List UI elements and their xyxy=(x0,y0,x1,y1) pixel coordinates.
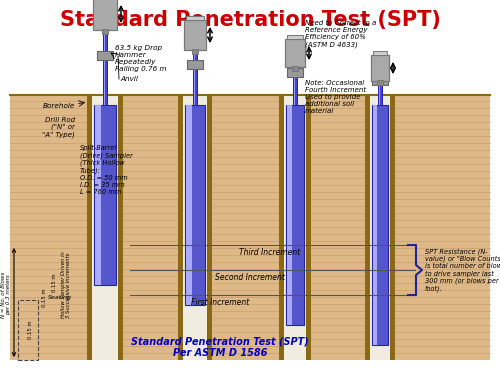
Bar xyxy=(184,20,206,50)
Bar xyxy=(103,60,107,105)
Bar xyxy=(10,95,490,360)
Bar xyxy=(194,69,195,105)
Bar xyxy=(185,105,205,305)
Bar xyxy=(378,85,380,105)
Text: Need to Correct to a
Reference Energy
Efficiency of 60%
(ASTM D 4633): Need to Correct to a Reference Energy Ef… xyxy=(305,20,376,48)
Bar xyxy=(284,95,306,360)
Text: Drill Rod
("N" or
"A" Type): Drill Rod ("N" or "A" Type) xyxy=(42,117,75,138)
Bar xyxy=(306,95,311,360)
Bar xyxy=(194,50,195,60)
Bar xyxy=(95,105,101,285)
Text: 0.15 m: 0.15 m xyxy=(42,288,46,307)
Bar xyxy=(187,60,203,69)
Bar xyxy=(372,76,388,85)
Bar xyxy=(373,51,387,55)
Text: 0.15 m: 0.15 m xyxy=(52,273,57,292)
Bar xyxy=(104,60,105,105)
Bar xyxy=(370,95,390,360)
Bar xyxy=(93,0,117,30)
Text: Borehole: Borehole xyxy=(42,103,75,109)
Bar xyxy=(186,16,204,20)
Bar xyxy=(207,95,212,360)
Bar xyxy=(97,51,113,60)
Text: Hollow Sampler Driven in
3 Successive Increments: Hollow Sampler Driven in 3 Successive In… xyxy=(60,252,72,318)
Bar xyxy=(285,39,305,67)
Text: First Increment: First Increment xyxy=(191,298,249,307)
Text: 63.5 kg Drop
Hammer
Repeatedly
Falling 0.76 m: 63.5 kg Drop Hammer Repeatedly Falling 0… xyxy=(115,45,166,72)
Text: Second Increment: Second Increment xyxy=(215,273,285,282)
Text: Anvil: Anvil xyxy=(120,76,138,82)
Bar xyxy=(377,80,383,85)
Text: Standard Penetration Test (SPT)
Per ASTM D 1586: Standard Penetration Test (SPT) Per ASTM… xyxy=(131,336,309,358)
Bar xyxy=(118,95,123,360)
Bar xyxy=(294,77,295,105)
Bar xyxy=(183,95,207,360)
Bar xyxy=(287,35,303,39)
Bar xyxy=(292,66,298,71)
Bar xyxy=(92,95,118,360)
Text: N = No. of Blows
per 0.3 meters: N = No. of Blows per 0.3 meters xyxy=(0,272,12,318)
Text: Seating: Seating xyxy=(48,294,72,300)
Bar xyxy=(193,50,197,60)
Bar xyxy=(378,76,380,81)
Bar xyxy=(293,67,297,68)
Text: Note: Occasional
Fourth Increment
Used to provide
additional soil
material: Note: Occasional Fourth Increment Used t… xyxy=(305,80,366,114)
Bar xyxy=(378,76,382,81)
Bar xyxy=(102,29,108,34)
Bar xyxy=(390,95,395,360)
Text: SPT Resistance (N-
value) or "Blow Counts"
is total number of blows
to drive sam: SPT Resistance (N- value) or "Blow Count… xyxy=(425,248,500,292)
Bar xyxy=(286,105,304,325)
Bar xyxy=(186,105,192,305)
Bar xyxy=(365,95,370,360)
Text: 0.15 m: 0.15 m xyxy=(28,321,32,339)
Text: Third Increment: Third Increment xyxy=(240,248,300,257)
Bar xyxy=(373,105,378,345)
Bar xyxy=(104,30,105,51)
Bar xyxy=(192,49,198,54)
Bar xyxy=(279,95,284,360)
Bar xyxy=(372,105,388,345)
Bar xyxy=(287,105,292,325)
Bar xyxy=(371,55,389,81)
Bar xyxy=(293,77,297,105)
Bar xyxy=(87,95,92,360)
Bar xyxy=(294,67,295,68)
Bar xyxy=(378,85,382,105)
Bar xyxy=(94,105,116,285)
Bar xyxy=(178,95,183,360)
Bar xyxy=(287,68,303,77)
Text: Split-Barrel
(Drive) Sampler
(Thick Hollow
Tube):
O.D. = 50 mm
I.D. = 35 mm
L = : Split-Barrel (Drive) Sampler (Thick Holl… xyxy=(80,145,133,195)
Bar xyxy=(103,30,107,51)
Bar xyxy=(193,69,197,105)
Text: Standard Penetration Test (SPT): Standard Penetration Test (SPT) xyxy=(60,10,440,30)
